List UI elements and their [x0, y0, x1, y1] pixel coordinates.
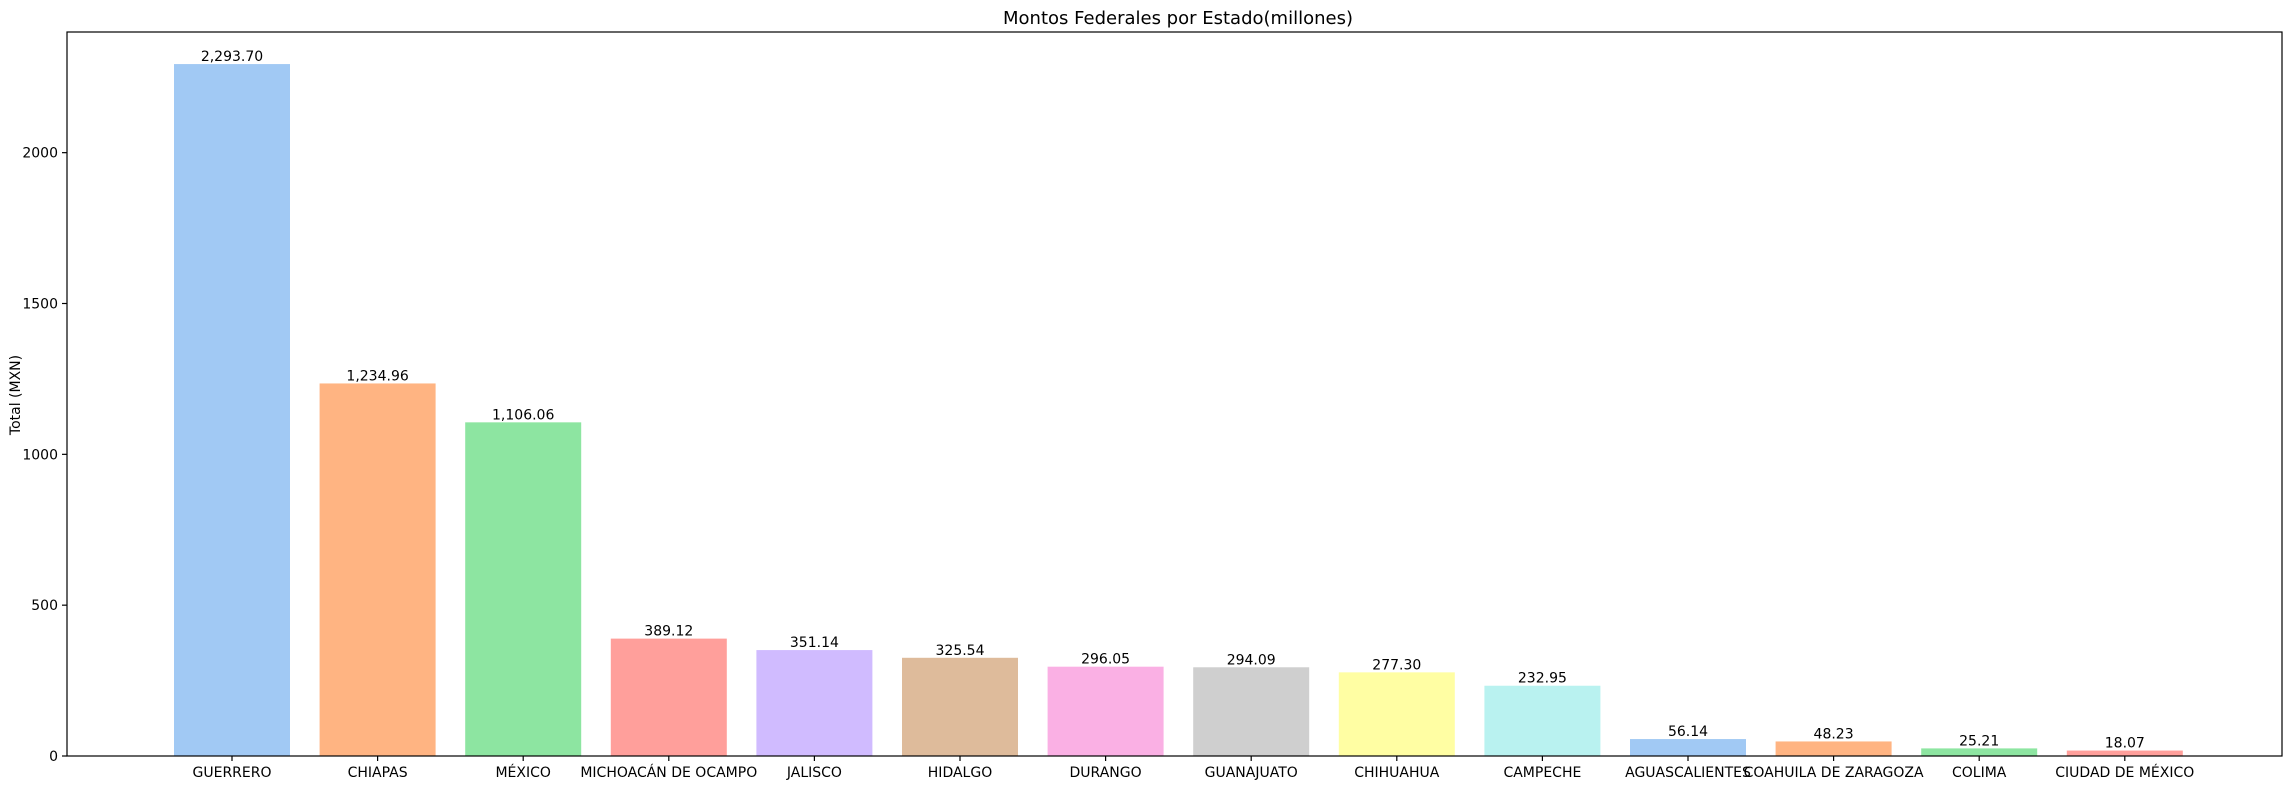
bar — [174, 64, 290, 757]
bar — [1921, 748, 2038, 756]
bar-value-label: 1,234.96 — [346, 368, 408, 384]
x-tick-label: GUANAJUATO — [1205, 765, 1298, 781]
bar-value-label: 56.14 — [1668, 724, 1708, 740]
bar — [2066, 750, 2183, 756]
y-tick-label: 500 — [31, 598, 58, 614]
bar-value-labels: 2,293.70 1,234.96 1,106.06 389.12 351.14 325.… — [201, 49, 2145, 751]
bar-value-label: 277.30 — [1372, 657, 1421, 673]
y-axis-ticks: 0 500 1000 1500 2000 — [22, 146, 67, 765]
bar — [902, 657, 1018, 756]
x-tick-label: COAHUILA DE ZARAGOZA — [1744, 765, 1924, 781]
x-tick-label: AGUASCALIENTES — [1625, 765, 1751, 781]
x-tick-label: JALISCO — [786, 765, 842, 781]
y-tick-label: 1500 — [22, 297, 58, 313]
bar-value-label: 25.21 — [1959, 733, 1999, 749]
bar — [1193, 667, 1310, 756]
chart-title: Montos Federales por Estado(millones) — [1003, 8, 1353, 29]
bar — [756, 650, 873, 756]
x-tick-label: GUERRERO — [193, 765, 272, 781]
bar — [1775, 741, 1892, 756]
bar-value-label: 389.12 — [644, 624, 693, 640]
bar — [1047, 666, 1164, 756]
bar — [319, 383, 436, 756]
x-tick-label: DURANGO — [1070, 765, 1142, 781]
y-tick-label: 2000 — [22, 146, 58, 162]
x-tick-label: HIDALGO — [928, 765, 992, 781]
plot-frame — [66, 31, 2283, 757]
bar-value-label: 232.95 — [1518, 671, 1567, 687]
bar — [1484, 685, 1601, 756]
bar — [1338, 672, 1455, 756]
bars-group — [174, 64, 2183, 757]
bar-value-label: 294.09 — [1227, 652, 1276, 668]
bar-value-label: 1,106.06 — [492, 407, 554, 423]
x-tick-label: CHIHUAHUA — [1354, 765, 1440, 781]
bar-value-label: 325.54 — [936, 643, 985, 659]
bar-value-label: 18.07 — [2105, 736, 2145, 752]
x-tick-label: MÉXICO — [495, 764, 550, 781]
y-tick-label: 0 — [49, 749, 58, 765]
x-tick-label: MICHOACÁN DE OCAMPO — [580, 764, 757, 781]
bar-value-label: 2,293.70 — [201, 49, 263, 65]
bar-value-label: 296.05 — [1081, 652, 1130, 668]
x-axis-ticks: GUERRERO CHIAPAS MÉXICO MICHOACÁN DE OCAMPO… — [193, 756, 2194, 781]
y-tick-label: 1000 — [22, 447, 58, 463]
x-tick-label: COLIMA — [1952, 765, 2007, 781]
bar — [465, 422, 582, 756]
bar-value-label: 351.14 — [790, 635, 839, 651]
bar — [610, 638, 727, 756]
x-tick-label: CHIAPAS — [348, 765, 408, 781]
y-axis-label: Total (MXN) — [8, 355, 24, 436]
x-tick-label: CIUDAD DE MÉXICO — [2055, 764, 2194, 781]
x-tick-label: CAMPECHE — [1503, 765, 1581, 781]
bar-value-label: 48.23 — [1814, 726, 1854, 742]
bar — [1630, 739, 1746, 756]
